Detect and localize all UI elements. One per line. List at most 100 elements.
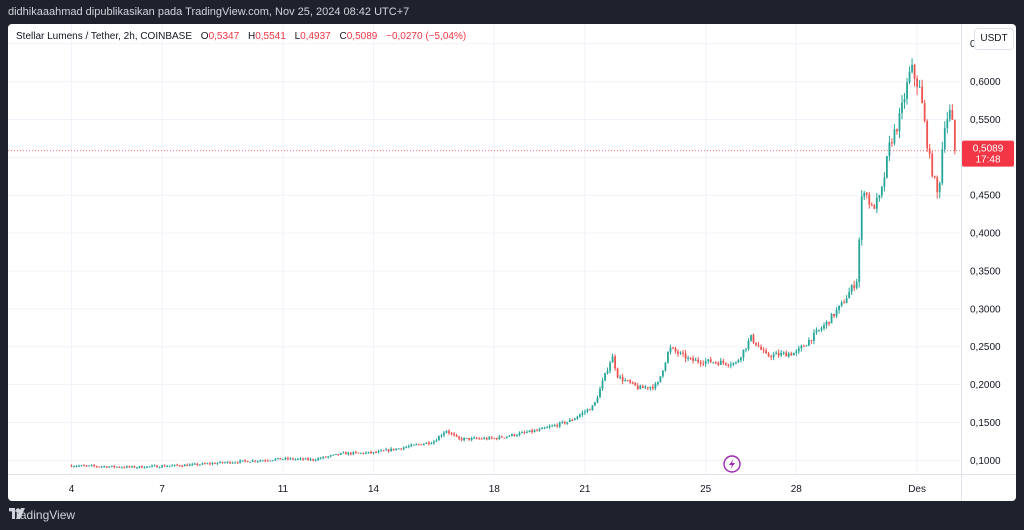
last-price-tag [962,140,1014,167]
candle-body [427,442,430,444]
candle-body [833,313,835,317]
candle-body [166,466,169,468]
candle-body [254,460,257,462]
tradingview-logo-icon [9,508,25,519]
candle-body [395,448,398,451]
candle-body [95,466,98,468]
candle-body [365,452,367,454]
candle-body [196,463,199,466]
candle-body [317,458,320,461]
candle-body [755,342,757,346]
candle-body [397,448,400,450]
candle-body [269,460,272,462]
candle-body [704,361,707,364]
candle-body [737,360,740,363]
candle-body [594,402,596,406]
publisher-bar: didhikaaahmad dipublikasikan pada Tradin… [0,0,1024,24]
y-tick-label: 0,2500 [970,342,1001,353]
candle-body [732,362,735,365]
candle-body [802,345,805,347]
candle-body [875,197,878,209]
candle-body [931,153,934,177]
candle-body [709,359,712,363]
candle-body [143,467,146,469]
candle-body [148,466,151,468]
candle-body [855,281,858,288]
candle-body [176,464,179,466]
candle-body [206,463,209,465]
candle-body [649,386,652,389]
candle-body [108,466,111,468]
x-tick-label: 14 [368,484,380,495]
candle-body [372,452,375,454]
candle-body [815,330,818,333]
candle-body [173,464,176,466]
candle-body [498,436,501,440]
currency-unit-button[interactable]: USDT [974,28,1014,50]
candle-body [297,458,299,460]
candle-body [433,441,435,444]
candle-body [231,462,234,464]
candle-body [800,345,803,349]
candle-body [699,361,702,364]
candle-body [420,444,423,446]
candle-body [168,465,171,467]
candlestick-chart[interactable]: 0,1000 0,1500 0,2000 0,2500 0,3000 0,3500 0,40… [8,24,1016,501]
candle-body [415,444,418,446]
candle-body [385,449,387,451]
symbol-title: Stellar Lumens / Tether, 2h, COINBASE [16,31,193,42]
candle-body [226,461,229,463]
candle-body [118,466,121,468]
candle-body [722,360,725,363]
x-tick-label: 28 [791,484,803,495]
candle-body [256,461,259,463]
candle-body [609,362,611,371]
candle-body [707,359,710,362]
symbol-legend: Stellar Lumens / Tether, 2h, COINBASE O0… [16,31,466,42]
candle-body [845,298,848,304]
candle-body [422,443,425,446]
lightning-icon[interactable] [723,455,741,473]
candle-body [400,448,403,450]
brand-name: TradingView [9,508,76,522]
candle-body [219,461,221,464]
candle-body [407,446,410,448]
candle-body [536,430,538,432]
candle-body [339,453,342,455]
candle-body [901,102,903,114]
candle-body [790,353,793,356]
candle-body [100,466,103,468]
candle-body [674,348,677,352]
candle-body [742,349,745,358]
y-tick-label: 0,3000 [970,304,1001,315]
publisher-text: didhikaaahmad dipublikasikan pada Tradin… [8,6,410,18]
candle-body [818,329,820,331]
candle-body [825,321,828,326]
candle-body [526,432,528,434]
candle-body [913,64,916,79]
candle-body [823,325,825,329]
candle-body [78,465,80,467]
candle-body [533,430,536,433]
candle-body [299,458,302,460]
candle-body [120,467,123,469]
candle-body [337,454,340,456]
candle-body [516,435,518,437]
candle-body [820,328,823,330]
candle-body [679,352,682,354]
candle-body [156,465,158,468]
candle-body [347,452,350,455]
candle-body [546,427,549,429]
brand-footer[interactable]: TradingView [9,508,75,522]
candle-body [614,356,616,369]
candle-body [604,373,606,381]
x-tick-label: Des [908,484,926,495]
last-price-value: 0,5089 [973,144,1004,155]
candle-body [646,387,649,389]
candle-body [151,465,153,467]
candle-body [493,438,496,440]
candle-body [211,463,214,465]
high-value: 0,5541 [255,31,286,42]
chart-panel[interactable]: 0,1000 0,1500 0,2000 0,2500 0,3000 0,3500 0,40… [8,24,1016,501]
candle-body [500,436,503,438]
